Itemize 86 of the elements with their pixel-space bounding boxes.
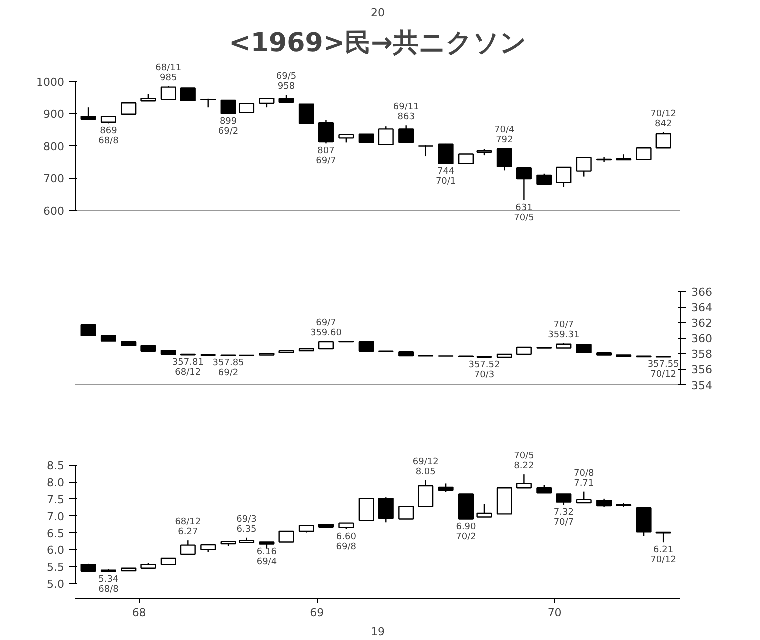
candlestick	[576, 491, 592, 504]
annotation: 899 69/2	[218, 117, 239, 138]
annotation: 6.90 70/2	[456, 522, 477, 542]
y-tick-label: 800	[44, 140, 65, 154]
candlestick	[378, 126, 394, 146]
annotation: 69/5 958	[276, 72, 297, 92]
y-tick-label: 1000	[36, 76, 65, 90]
candlestick	[220, 100, 236, 114]
candlestick	[239, 103, 255, 114]
candlestick	[516, 168, 532, 201]
x-tick-label: 68	[132, 606, 146, 620]
annotation: 69/7 359.60	[310, 318, 342, 338]
y-tick-label: 8.0	[47, 476, 65, 490]
annotation: 7.32 70/7	[554, 508, 574, 528]
y-tick-label: 700	[44, 172, 65, 186]
annotation: 357.85 69/2	[212, 358, 244, 379]
y-tick-label: 8.5	[47, 460, 65, 473]
y-tick-label: 5.0	[47, 578, 65, 592]
y-tick-label: 356	[692, 364, 712, 377]
annotation: 6.21 70/12	[650, 546, 677, 566]
candlestick	[556, 166, 572, 188]
candlestick	[160, 86, 176, 100]
annotation: 807 69/7	[316, 146, 336, 167]
annotation: 744 70/1	[436, 166, 456, 187]
candlestick	[180, 540, 196, 556]
candlestick	[378, 496, 394, 524]
annotation: 357.52 70/3	[468, 360, 500, 380]
candlestick	[636, 148, 652, 160]
y-tick-label: 360	[692, 332, 712, 346]
candlestick	[398, 506, 414, 520]
x-tick-label: 70	[548, 606, 562, 620]
y-tick-label: 366	[692, 286, 712, 300]
candlestick	[398, 125, 414, 144]
annotation: 69/12 8.05	[412, 457, 439, 478]
annotation: 869 68/8	[98, 126, 120, 147]
candlestick	[298, 104, 314, 124]
annotation: 69/3 6.35	[236, 514, 257, 535]
y-tick-label: 600	[44, 204, 65, 218]
y-tick-label: 6.5	[47, 527, 65, 540]
text: 19	[371, 626, 385, 638]
candlestick	[656, 132, 672, 149]
annotation: 6.16 69/4	[256, 547, 278, 568]
y-tick-label: 364	[692, 302, 712, 315]
annotation: 70/7 359.31	[548, 320, 580, 341]
annotation: 357.81 68/12	[172, 358, 204, 378]
annotation: 631 70/5	[514, 203, 534, 224]
candlestick	[476, 504, 492, 518]
candlestick	[418, 144, 434, 158]
y-tick-label: 7.0	[47, 510, 65, 524]
annotation: 70/5 8.22	[514, 452, 534, 472]
x-tick-label: 69	[310, 606, 324, 620]
y-tick-label: 354	[692, 379, 712, 392]
candlestick	[576, 157, 592, 178]
annotation: 6.60 69/8	[336, 532, 357, 552]
annotation: 357.55 70/12	[648, 360, 680, 380]
text: 20	[371, 6, 385, 20]
y-tick-label: 5.5	[47, 561, 65, 574]
annotation: 5.34 68/8	[98, 575, 120, 596]
candlestick	[418, 480, 434, 508]
y-tick-label: 362	[692, 317, 712, 330]
candlestick	[438, 143, 454, 165]
annotation: 70/12 842	[650, 109, 677, 130]
candlestick	[358, 498, 374, 522]
y-tick-label: 7.5	[47, 493, 65, 506]
candlestick	[358, 341, 374, 352]
annotation: 70/8 7.71	[574, 468, 594, 489]
y-tick-label: 358	[692, 348, 712, 362]
candlestick	[536, 173, 552, 186]
annotation: 68/12 6.27	[175, 518, 202, 538]
candlestick	[259, 98, 275, 108]
candlestick	[458, 154, 474, 165]
candlestick	[556, 494, 572, 506]
candlestick	[516, 474, 532, 489]
candlestick	[180, 88, 196, 102]
y-tick-label: 6.0	[47, 544, 65, 558]
candlestick	[80, 107, 96, 120]
candlestick	[80, 324, 96, 336]
candlestick	[278, 530, 294, 543]
annotation: 69/11 863	[393, 102, 420, 123]
chart-title: <1969>民→共ニクソン	[229, 28, 527, 58]
annotation: 70/4 792	[494, 125, 516, 146]
candlestick	[496, 148, 512, 172]
y-tick-label: 900	[44, 108, 65, 122]
candlestick	[616, 154, 632, 161]
candlestick	[318, 120, 334, 144]
annotation: 68/11 985	[156, 63, 182, 84]
